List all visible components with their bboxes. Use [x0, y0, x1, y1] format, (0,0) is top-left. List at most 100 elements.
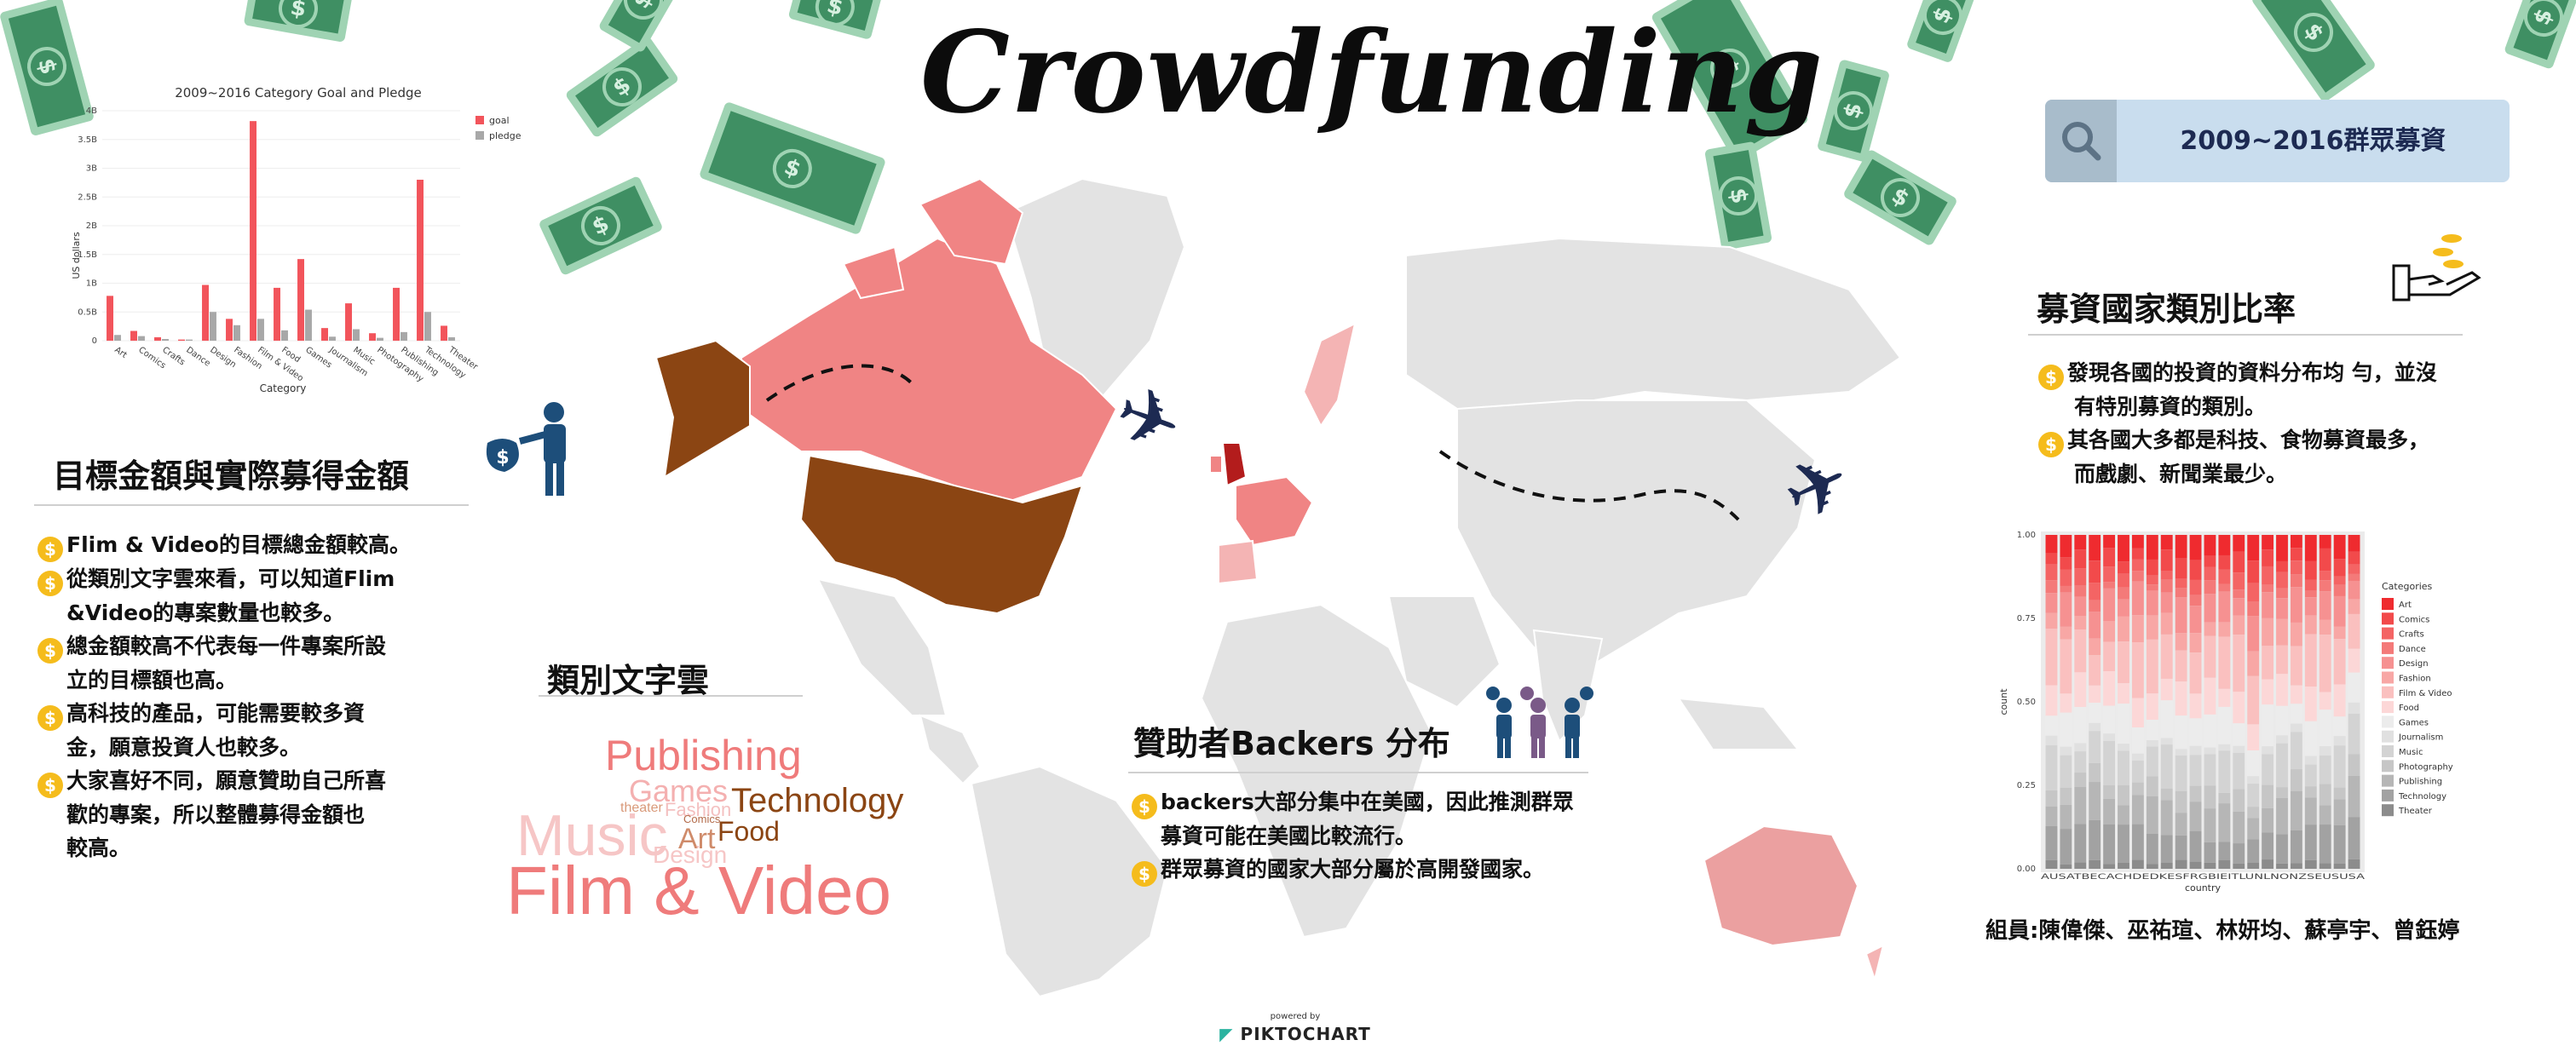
legend-item: Photography — [2399, 762, 2453, 772]
stack-segment — [2348, 775, 2360, 818]
stack-segment — [2103, 535, 2116, 549]
search-bar[interactable] — [2045, 100, 2510, 182]
coin-icon: $ — [2038, 365, 2064, 390]
stack-segment — [2089, 535, 2101, 561]
stack-segment — [2146, 693, 2158, 721]
legend-swatch — [2382, 804, 2394, 817]
stack-segment — [2290, 830, 2302, 864]
coin-icon: $ — [37, 537, 63, 562]
stack-segment — [2146, 746, 2158, 777]
stack-segment — [2089, 685, 2101, 703]
word-games: Games — [629, 773, 729, 808]
stack-segment — [2276, 588, 2288, 599]
stack-segment — [2233, 535, 2245, 552]
world-map — [654, 177, 1902, 997]
search-icon — [2062, 122, 2101, 161]
stack-segment — [2204, 635, 2216, 678]
stack-segment — [2089, 638, 2101, 656]
stack-segment — [2233, 843, 2245, 864]
stack-segment — [2189, 830, 2202, 862]
stack-segment — [2189, 785, 2202, 802]
x-tick-label: Art — [112, 345, 129, 360]
stack-segment — [2333, 576, 2346, 585]
section-heading-wordcloud: 類別文字雲 — [547, 662, 710, 699]
stack-segment — [2060, 755, 2072, 788]
stack-segment — [2089, 782, 2101, 820]
stack-segment — [2333, 626, 2346, 640]
legend-swatch — [2382, 671, 2394, 684]
group-members: 組員:陳偉傑、巫祐瑄、林妍均、蘇亭宇、曾鈺婷 — [1985, 918, 2460, 944]
stack-segment — [2189, 535, 2202, 560]
stack-segment — [2189, 861, 2202, 869]
stack-segment — [2333, 745, 2346, 788]
stack-segment — [2247, 583, 2260, 602]
stack-segment — [2131, 615, 2144, 643]
stack-segment — [2319, 571, 2331, 581]
map-europe-west — [1235, 475, 1314, 547]
stack-segment — [2103, 620, 2116, 642]
stack-segment — [2175, 835, 2187, 860]
word-technology: Technology — [731, 782, 904, 819]
stack-segment — [2218, 744, 2231, 751]
stack-segment — [2060, 639, 2072, 694]
stack-segment — [2189, 633, 2202, 653]
bar-goal — [321, 328, 328, 341]
stack-segment — [2103, 588, 2116, 621]
stack-segment — [2074, 568, 2087, 586]
y-tick-label: 4B — [86, 106, 97, 116]
stack-segment — [2118, 805, 2129, 825]
stack-segment — [2348, 599, 2360, 614]
map-new-zealand — [1864, 944, 1885, 983]
stack-segment — [2333, 787, 2346, 800]
y-tick-label: 2B — [86, 221, 97, 231]
stack-segment — [2146, 720, 2158, 741]
map-mexico — [816, 577, 948, 716]
stack-segment — [2118, 535, 2129, 562]
stack-segment — [2276, 787, 2288, 799]
stack-segment — [2204, 555, 2216, 567]
stack-segment — [2247, 784, 2260, 807]
stack-segment — [2247, 776, 2260, 784]
stack-segment — [2319, 535, 2331, 549]
stack-segment — [2204, 622, 2216, 636]
stack-segment — [2304, 597, 2317, 616]
piktochart-logo[interactable]: ◤ PIKTOCHART — [1210, 1024, 1380, 1044]
legend-goal: goal — [489, 115, 510, 126]
legend-item: Publishing — [2399, 778, 2442, 787]
legend-item: Design — [2399, 659, 2429, 669]
stack-segment — [2175, 756, 2187, 791]
stack-segment — [2348, 580, 2360, 600]
bar-goal — [345, 303, 352, 341]
stack-segment — [2247, 750, 2260, 777]
stack-segment — [2218, 636, 2231, 689]
stack-segment — [2233, 745, 2245, 753]
stack-segment — [2333, 736, 2346, 746]
stack-segment — [2204, 747, 2216, 755]
y-tick-label: 3.5B — [78, 135, 97, 145]
coin-icon: $ — [37, 638, 63, 664]
map-asia — [1456, 399, 1817, 666]
stack-segment — [2118, 825, 2129, 863]
stack-segment — [2146, 559, 2158, 576]
stack-segment — [2290, 790, 2302, 830]
stack-segment — [2262, 859, 2274, 869]
stack-segment — [2045, 826, 2058, 860]
stack-segment — [2304, 756, 2317, 765]
stack-segment — [2175, 749, 2187, 756]
stack-segment — [2247, 601, 2260, 617]
bar-pledge — [329, 336, 336, 341]
stack-segment — [2233, 692, 2245, 724]
powered-by-label: powered by — [1270, 1012, 1321, 1021]
stack-segment — [2175, 681, 2187, 716]
map-russia — [1405, 237, 1902, 410]
stack-segment — [2089, 819, 2101, 860]
stack-segment — [2333, 639, 2346, 685]
word-fashion: Fashion — [665, 799, 732, 820]
legend-item: Journalism — [2398, 733, 2443, 743]
stack-segment — [2348, 672, 2360, 703]
stack-segment — [2089, 560, 2101, 583]
stack-segment — [2074, 549, 2087, 569]
stack-segment — [2189, 718, 2202, 746]
search-button[interactable] — [2045, 100, 2117, 182]
stack-segment — [2304, 825, 2317, 860]
